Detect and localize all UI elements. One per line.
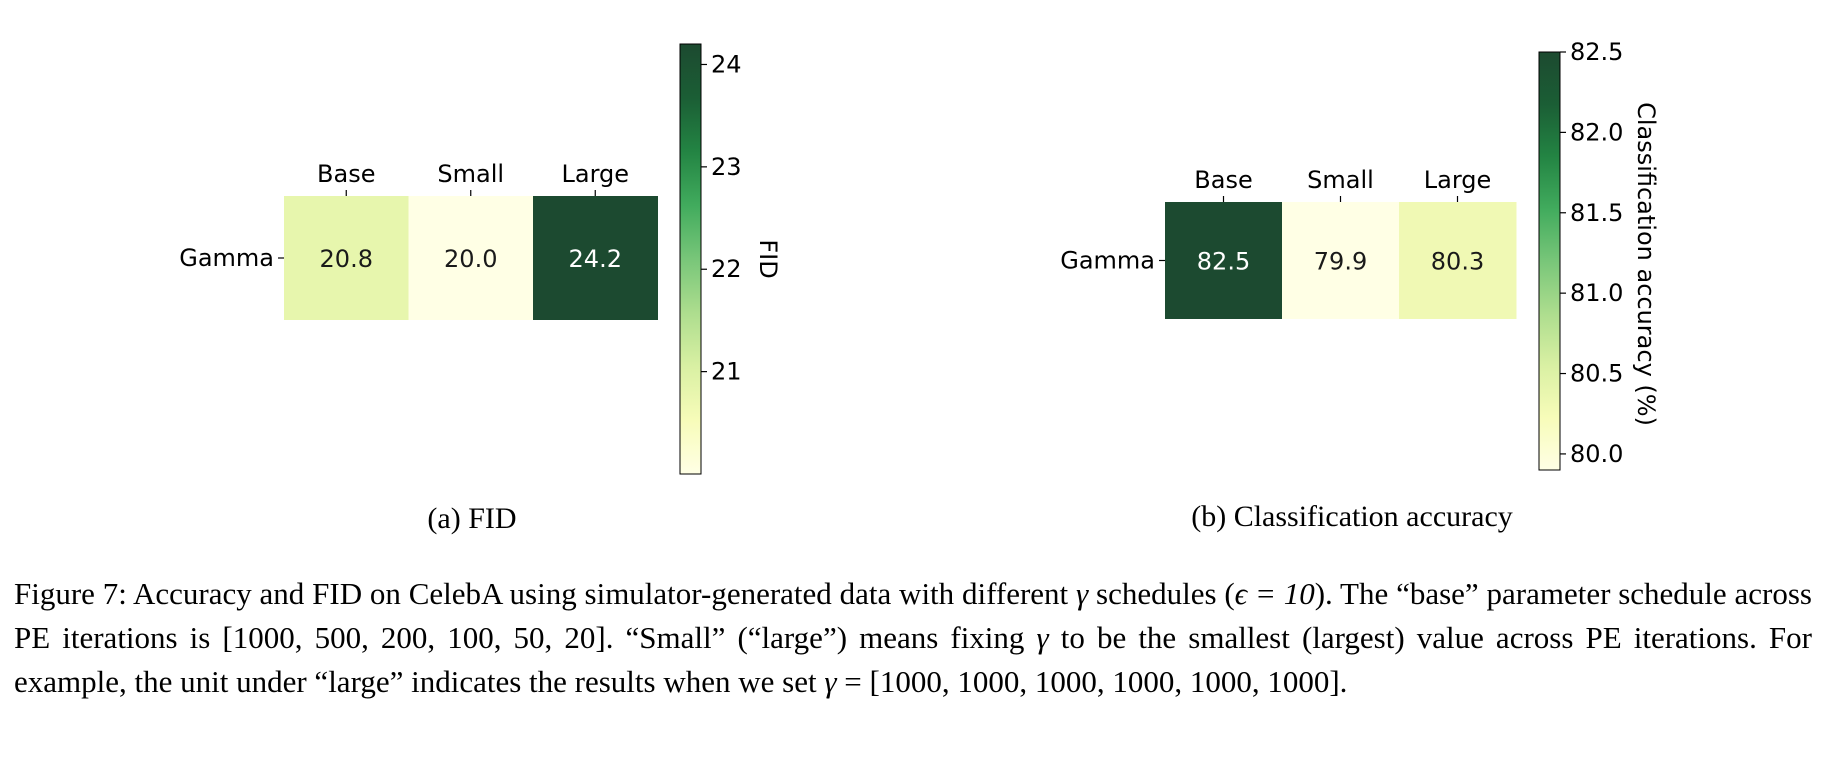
- caption-part-5: = [1000, 1000, 1000, 1000, 1000, 1000].: [836, 664, 1348, 699]
- accuracy-subcaption: (b) Classification accuracy: [1191, 500, 1513, 533]
- caption-part-1: Figure 7: Accuracy and FID on CelebA usi…: [14, 576, 1076, 611]
- fid-cell-label-large: 24.2: [569, 245, 622, 273]
- accuracy-colorbar: 80.0 80.5 81.0 81.5 82.0 82.5 Classification a…: [1538, 38, 1660, 471]
- accuracy-x-tick-label-small: Small: [1307, 166, 1374, 194]
- fid-colorbar-gradient: [679, 43, 702, 475]
- accuracy-colorbar-gradient: [1538, 51, 1561, 471]
- accuracy-x-tick-label-large: Large: [1424, 166, 1492, 194]
- fid-cell-base: [284, 196, 409, 320]
- fid-colorbar-tick-label: 24: [711, 50, 742, 78]
- accuracy-colorbar-tick-label: 81.5: [1570, 199, 1623, 227]
- caption-gamma-1: γ: [1075, 576, 1089, 611]
- fid-colorbar-label: FID: [754, 239, 782, 278]
- accuracy-y-tick-label: Gamma: [1060, 247, 1155, 275]
- fid-colorbar-tick-label: 22: [711, 255, 742, 283]
- fid-x-ticks: Base Small Large: [317, 160, 629, 196]
- fid-x-tick-label-small: Small: [437, 160, 504, 188]
- fid-cell-small: [408, 196, 534, 320]
- accuracy-cell-small: [1282, 202, 1400, 319]
- fid-x-tick-label-large: Large: [561, 160, 629, 188]
- fid-heatmap-panel: 20.8 20.0 24.2 Base Small Large Gamma 21 22 23…: [179, 43, 782, 535]
- fid-subcaption: (a) FID: [427, 502, 516, 535]
- accuracy-cell-base: [1165, 202, 1283, 319]
- accuracy-heatmap-panel: 82.5 79.9 80.3 Base Small Large Gamma 80.080…: [1060, 38, 1660, 533]
- fid-heatmap-cells: 20.8 20.0 24.2: [284, 196, 658, 320]
- accuracy-colorbar-tick-label: 80.0: [1570, 440, 1623, 468]
- accuracy-colorbar-label: Classification accuracy (%): [1632, 102, 1660, 426]
- accuracy-colorbar-tick-label: 81.0: [1570, 279, 1623, 307]
- fid-cell-label-small: 20.0: [444, 245, 497, 273]
- fid-colorbar-tick-label: 23: [711, 153, 742, 181]
- accuracy-cell-label-large: 80.3: [1431, 248, 1484, 276]
- accuracy-x-ticks: Base Small Large: [1194, 166, 1491, 202]
- fid-x-tick-label-base: Base: [317, 160, 375, 188]
- fid-cell-large: [533, 196, 658, 320]
- accuracy-cell-large: [1399, 202, 1517, 319]
- fid-y-tick-label: Gamma: [179, 244, 274, 272]
- caption-epsilon: ϵ = 10: [1234, 576, 1315, 611]
- fid-y-ticks: Gamma: [179, 244, 284, 272]
- figure-caption: Figure 7: Accuracy and FID on CelebA usi…: [14, 572, 1812, 704]
- caption-gamma-3: γ: [824, 664, 837, 699]
- caption-part-2: schedules (: [1088, 576, 1235, 611]
- accuracy-colorbar-tick-label: 82.5: [1570, 38, 1623, 66]
- fid-colorbar-tick-label: 21: [711, 358, 742, 386]
- caption-gamma-2: γ: [1036, 620, 1049, 655]
- accuracy-heatmap-cells: 82.5 79.9 80.3: [1165, 202, 1517, 319]
- fid-cell-label-base: 20.8: [320, 245, 373, 273]
- caption-part-3: ). The “base” parameter schedule across …: [14, 576, 1812, 655]
- accuracy-x-tick-label-base: Base: [1194, 166, 1252, 194]
- accuracy-cell-label-small: 79.9: [1314, 248, 1367, 276]
- accuracy-colorbar-tick-label: 82.0: [1570, 118, 1623, 146]
- caption-part-4: to be the smallest (largest) value acros…: [14, 620, 1812, 699]
- accuracy-y-ticks: Gamma: [1060, 247, 1165, 275]
- accuracy-colorbar-tick-label: 80.5: [1570, 360, 1623, 388]
- figure-panels: 20.8 20.0 24.2 Base Small Large Gamma 21 22 23…: [179, 38, 1660, 535]
- fid-colorbar: 21 22 23 24 FID: [679, 43, 782, 475]
- accuracy-cell-label-base: 82.5: [1197, 248, 1250, 276]
